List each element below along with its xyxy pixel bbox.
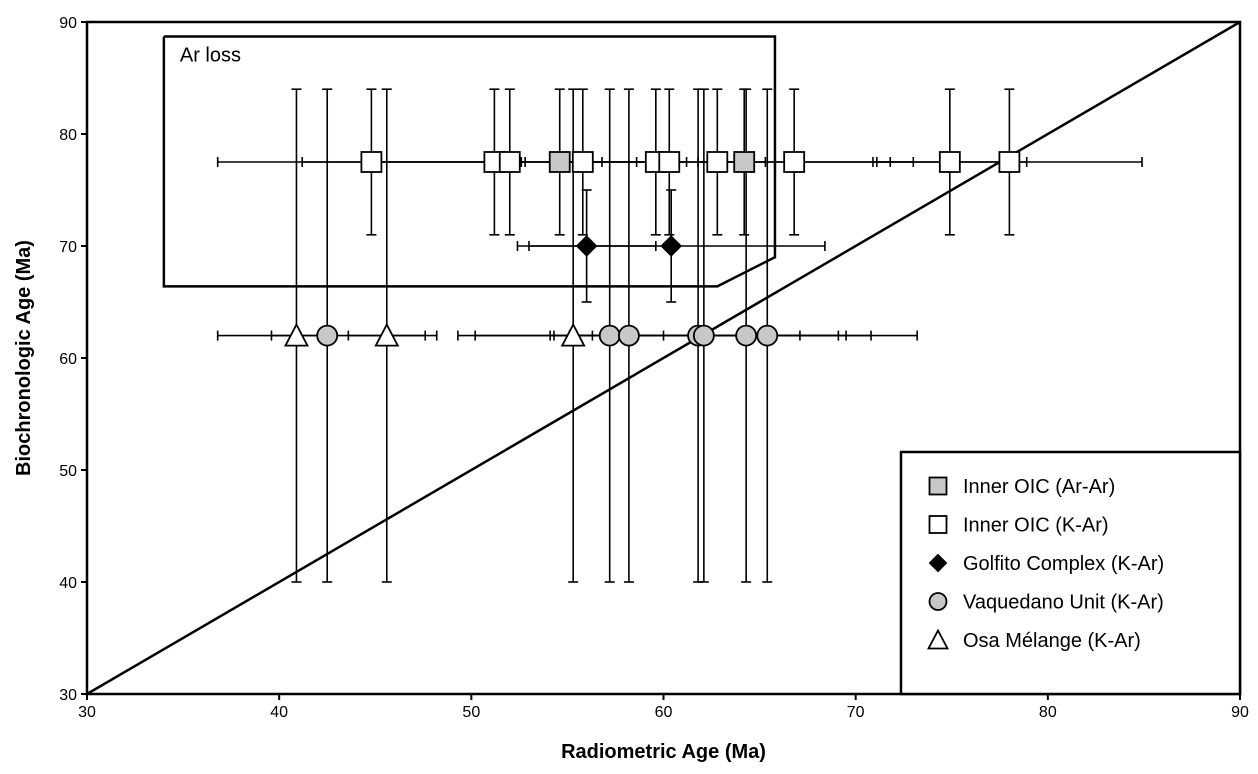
data-point-square [360,151,383,173]
data-point-square [938,151,961,173]
x-tick-label: 90 [1231,704,1249,721]
x-tick-label: 40 [270,704,288,721]
x-tick-label: 80 [1039,704,1057,721]
data-point-circle [618,324,640,347]
data-point-circle [598,324,621,347]
y-tick-label: 80 [59,127,77,144]
legend-marker [928,553,948,573]
data-point-circle [316,324,339,347]
data-point-square [498,151,521,173]
data-point-square [783,151,806,173]
data-point-square [706,151,729,173]
y-tick-label: 90 [59,15,77,32]
data-point-circle [692,324,715,347]
data-point-square [998,151,1021,173]
x-axis-title: Radiometric Age (Ma) [561,741,766,763]
legend-marker [928,476,948,496]
legend-label: Vaquedano Unit (K-Ar) [963,592,1164,614]
legend-label: Inner OIC (Ar-Ar) [963,476,1115,498]
data-point-square [733,151,756,173]
y-tick-label: 40 [59,575,77,592]
legend-label: Osa Mélange (K-Ar) [963,630,1141,652]
axis-ticks-group: 30 40 50 60 70 80 90 30 40 50 60 70 80 90 [59,15,1249,721]
data-point-diamond [575,235,598,257]
legend-marker [928,592,948,611]
legend: Inner OIC (Ar-Ar) Inner OIC (K-Ar) Golfito… [899,450,1242,696]
reference-line [86,20,1241,696]
legend-label: Golfito Complex (K-Ar) [963,553,1164,575]
y-axis-title: Biochronologic Age (Ma) [13,240,35,476]
x-tick-label: 30 [78,704,96,721]
data-point-triangle [374,322,400,347]
data-point-triangle [283,322,309,347]
data-point-diamond [660,235,683,257]
data-point-square [658,151,681,173]
markers-group [283,151,1021,347]
data-point-square [571,151,594,173]
y-tick-label: 30 [59,687,77,704]
legend-marker [928,515,948,534]
legend-marker [927,628,949,650]
data-point-circle [756,324,779,347]
y-tick-label: 50 [59,463,77,480]
x-tick-label: 60 [655,704,673,721]
data-point-square [548,151,571,173]
legend-box [899,450,1242,696]
reference-line-group [86,20,1241,696]
data-point-circle [735,324,758,347]
x-tick-label: 70 [847,704,865,721]
ar-loss-label: Ar loss [180,45,241,67]
x-tick-label: 50 [462,704,480,721]
y-tick-label: 70 [59,239,77,256]
legend-label: Inner OIC (K-Ar) [963,515,1109,537]
data-point-triangle [560,322,586,347]
y-tick-label: 60 [59,351,77,368]
